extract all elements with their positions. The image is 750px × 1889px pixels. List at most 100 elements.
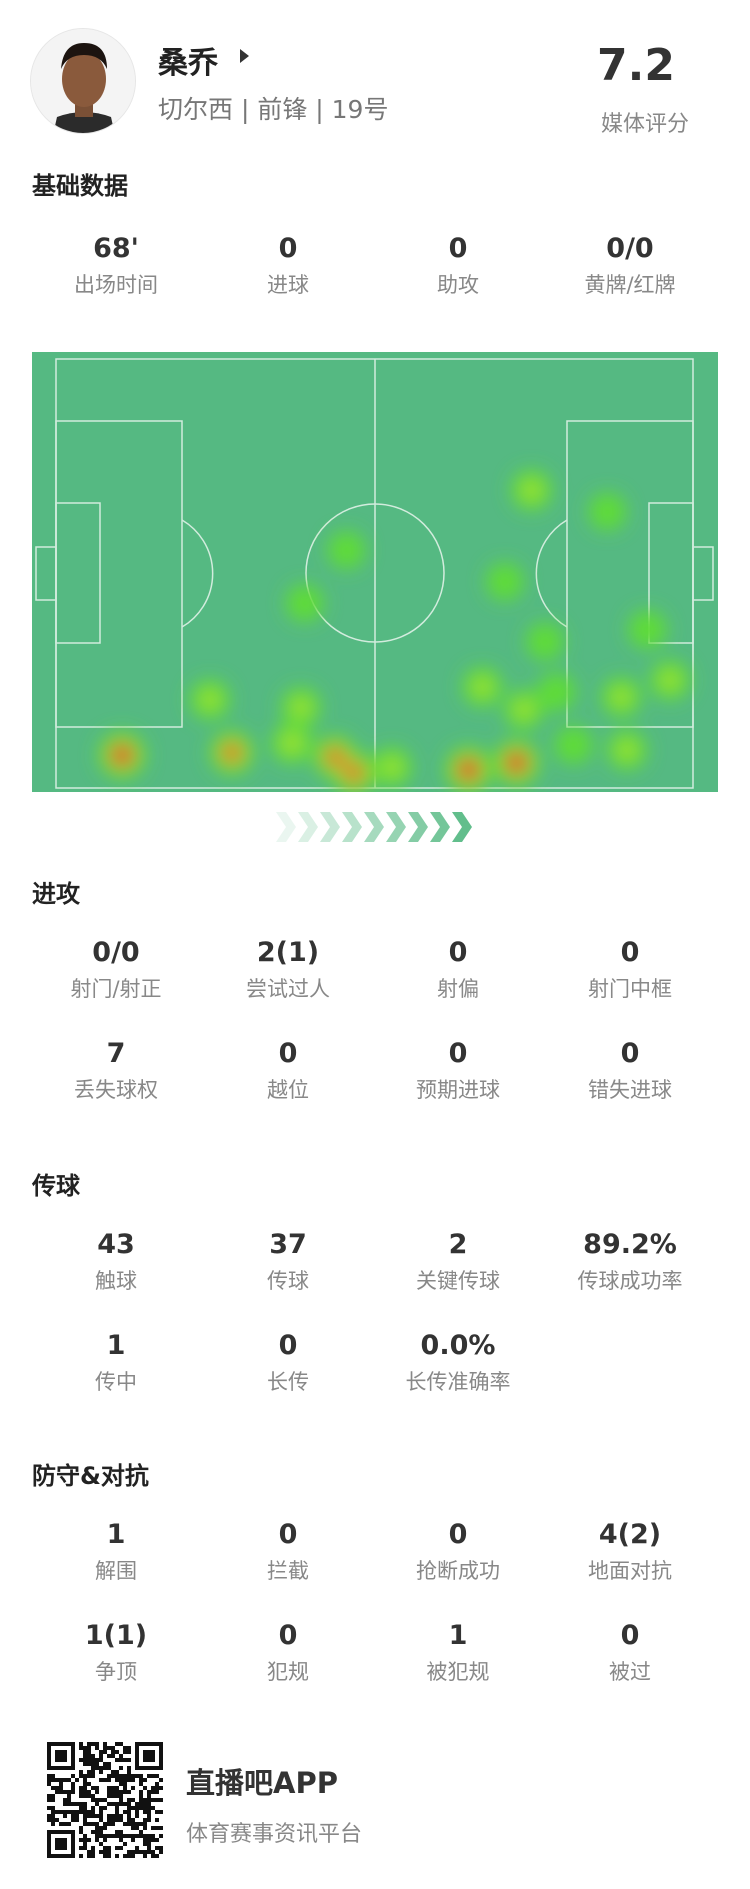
stat-label: 犯规 [267, 1660, 309, 1684]
stat-label: 解围 [95, 1559, 137, 1583]
stat-defense: 1 被犯规 [372, 1619, 544, 1687]
stat-defense: 1(1) 争顶 [30, 1619, 202, 1687]
stat-label: 丢失球权 [74, 1078, 158, 1102]
stat-attack: 0 射偏 [372, 936, 544, 1004]
heat-point-mid [382, 757, 403, 778]
heat-point-mid [472, 677, 493, 698]
stat-attack: 7 丢失球权 [30, 1037, 202, 1105]
stat-label: 出场时间 [74, 273, 158, 297]
stat-label: 争顶 [95, 1660, 137, 1684]
stat-label: 触球 [95, 1269, 137, 1293]
stat-value: 0 [620, 1620, 640, 1651]
stat-value: 0 [278, 1620, 298, 1651]
stat-basic: 68' 出场时间 [30, 232, 202, 300]
stat-label: 拦截 [267, 1559, 309, 1583]
stat-label: 地面对抗 [588, 1559, 672, 1583]
stat-passing: 1 传中 [30, 1329, 202, 1397]
stat-value: 0/0 [606, 233, 654, 264]
stat-defense: 0 被过 [544, 1619, 716, 1687]
stat-value: 1(1) [84, 1620, 148, 1651]
stat-value: 0 [278, 233, 298, 264]
stat-basic: 0 进球 [202, 232, 374, 300]
attack-direction-arrows [276, 812, 472, 842]
stat-passing: 2 关键传球 [372, 1228, 544, 1296]
stat-value: 1 [106, 1519, 126, 1550]
stat-defense: 4(2) 地面对抗 [544, 1518, 716, 1586]
stat-label: 射门中框 [588, 977, 672, 1001]
stat-value: 0 [448, 937, 468, 968]
chevron-right-icon [430, 812, 450, 842]
stat-value: 0 [278, 1519, 298, 1550]
heat-point [588, 492, 627, 531]
stat-label: 长传准确率 [405, 1370, 511, 1394]
stat-value: 1 [448, 1620, 468, 1651]
chevron-right-icon [364, 812, 384, 842]
stat-value: 0 [620, 937, 640, 968]
stat-value: 43 [97, 1229, 135, 1260]
stat-attack: 0 越位 [202, 1037, 374, 1105]
stat-basic: 0 助攻 [372, 232, 544, 300]
chevron-right-icon [320, 812, 340, 842]
heat-point-mid [616, 740, 637, 761]
chevron-right-icon [298, 812, 318, 842]
heat-point-hot [458, 759, 479, 780]
stat-value: 2 [448, 1229, 468, 1260]
stat-attack: 0 预期进球 [372, 1037, 544, 1105]
section-title-defense: 防守&对抗 [32, 1462, 149, 1490]
stat-label: 关键传球 [416, 1269, 500, 1293]
stat-value: 0 [278, 1330, 298, 1361]
chevron-right-icon [452, 812, 472, 842]
app-name: 直播吧APP [186, 1766, 338, 1800]
heat-point-mid [281, 732, 303, 755]
stat-passing: 89.2% 传球成功率 [544, 1228, 716, 1296]
stat-value: 0 [278, 1038, 298, 1069]
heat-point-mid [513, 699, 534, 720]
heat-point-mid [659, 670, 680, 691]
stat-value: 7 [106, 1038, 126, 1069]
player-avatar[interactable] [30, 28, 136, 134]
stat-defense: 0 犯规 [202, 1619, 374, 1687]
stat-defense: 1 解围 [30, 1518, 202, 1586]
chevron-right-icon [386, 812, 406, 842]
heat-point-hot [224, 745, 239, 760]
media-rating: 7.2 [597, 40, 675, 91]
heat-point-mid [521, 479, 543, 501]
stat-label: 射偏 [437, 977, 479, 1001]
stat-defense: 0 抢断成功 [372, 1518, 544, 1586]
stat-label: 传中 [95, 1370, 137, 1394]
stat-label: 越位 [267, 1078, 309, 1102]
chevron-right-icon [276, 812, 296, 842]
stat-value: 0 [448, 233, 468, 264]
caret-right-icon[interactable] [240, 49, 249, 63]
heat-point [486, 562, 524, 601]
heat-point-mid [611, 687, 632, 708]
stat-value: 4(2) [598, 1519, 662, 1550]
heat-point [628, 610, 667, 649]
stat-label: 黄牌/红牌 [584, 273, 676, 297]
stat-defense: 0 拦截 [202, 1518, 374, 1586]
heat-point-mid [291, 697, 312, 718]
stat-passing: 0 长传 [202, 1329, 374, 1397]
stat-value: 89.2% [583, 1229, 677, 1260]
player-name[interactable]: 桑乔 [158, 46, 218, 81]
section-title-basic: 基础数据 [32, 172, 128, 200]
heat-point [554, 725, 593, 765]
stat-value: 0 [448, 1038, 468, 1069]
player-photo-icon [31, 29, 135, 133]
heat-point [285, 584, 324, 622]
heat-point [537, 672, 576, 712]
stat-attack: 2(1) 尝试过人 [202, 936, 374, 1004]
stat-label: 被过 [609, 1660, 651, 1684]
pitch-lines [35, 358, 714, 789]
stat-label: 长传 [267, 1370, 309, 1394]
app-subtitle: 体育赛事资讯平台 [186, 1822, 363, 1847]
stat-label: 抢断成功 [416, 1559, 500, 1583]
chevron-right-icon [342, 812, 362, 842]
stat-label: 错失进球 [588, 1078, 672, 1102]
heat-point [526, 622, 564, 661]
stat-value: 0.0% [420, 1330, 496, 1361]
stat-passing: 43 触球 [30, 1228, 202, 1296]
stat-value: 0 [448, 1519, 468, 1550]
player-subtitle: 切尔西 | 前锋 | 19号 [158, 95, 389, 124]
stat-value: 68' [93, 233, 139, 264]
